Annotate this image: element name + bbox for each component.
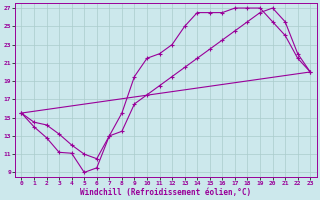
X-axis label: Windchill (Refroidissement éolien,°C): Windchill (Refroidissement éolien,°C) [80,188,252,197]
